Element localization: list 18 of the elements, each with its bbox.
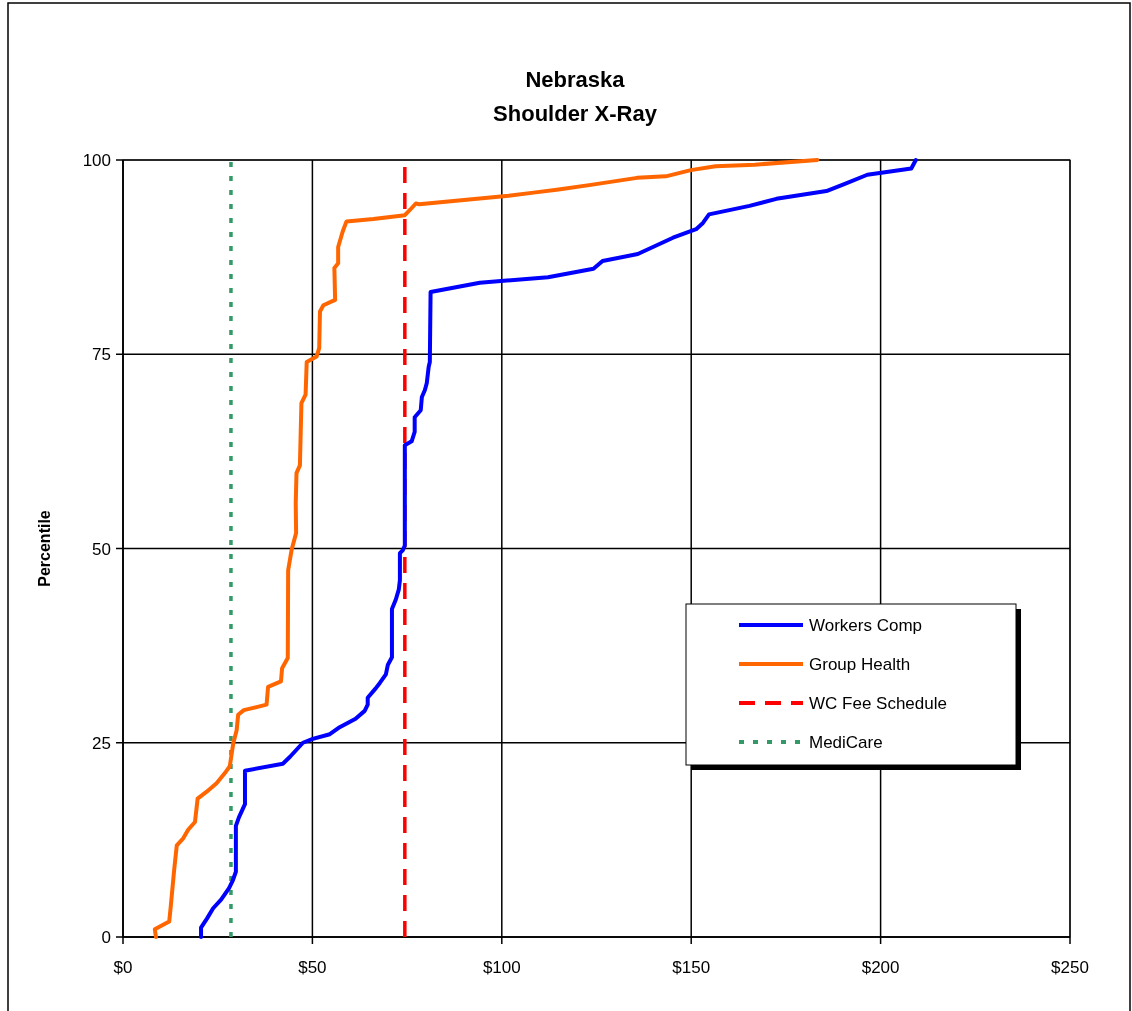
y-tick-label: 100 xyxy=(82,151,111,170)
x-tick-label: $250 xyxy=(1051,958,1089,977)
y-tick-label: 0 xyxy=(101,928,111,947)
y-tick-label: 50 xyxy=(92,539,111,559)
x-tick-label: $100 xyxy=(482,958,521,977)
legend-label: Workers Comp xyxy=(809,616,923,635)
x-tick-label: $0 xyxy=(113,958,133,977)
y-axis-title: Percentile xyxy=(36,510,53,587)
legend-label: Group Health xyxy=(809,655,911,674)
x-tick-label: $150 xyxy=(672,958,711,977)
legend-label: WC Fee Schedule xyxy=(809,694,947,713)
legend-label: MediCare xyxy=(809,733,883,752)
chart-title: Nebraska xyxy=(525,67,626,92)
x-tick-label: $200 xyxy=(861,958,900,977)
x-tick-label: $50 xyxy=(298,958,327,977)
chart-subtitle: Shoulder X-Ray xyxy=(493,101,658,126)
y-tick-label: 25 xyxy=(92,733,111,753)
y-tick-label: 75 xyxy=(92,345,111,365)
